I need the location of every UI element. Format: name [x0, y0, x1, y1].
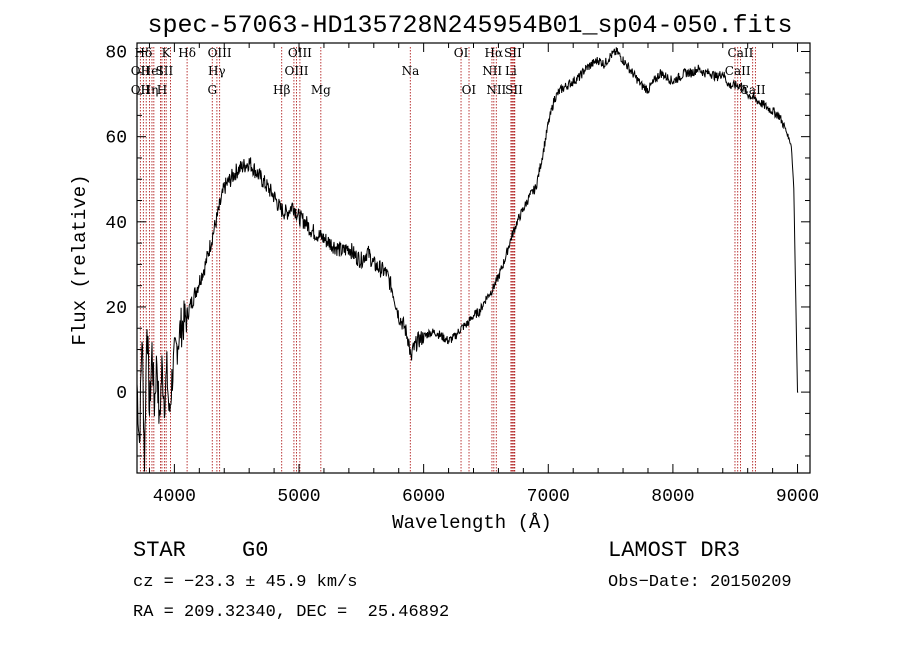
line-marker-label: H	[157, 83, 167, 97]
line-marker-label: Hα	[485, 46, 504, 60]
y-axis-label: Flux (relative)	[69, 174, 91, 345]
line-marker-label: SII	[156, 64, 174, 78]
line-marker-label: OIII	[284, 64, 308, 78]
y-tick-label: 80	[105, 44, 127, 64]
line-marker-label: K	[162, 46, 172, 60]
line-marker-label: Mg	[311, 83, 331, 97]
x-tick-label: 9000	[776, 487, 819, 507]
line-marker-label: OII	[131, 64, 151, 78]
x-tick-label: 6000	[402, 487, 445, 507]
line-marker-label: OIII	[288, 46, 312, 60]
line-marker-label: OI	[454, 46, 469, 60]
line-marker-label: OI	[462, 83, 477, 97]
emission-line-markers	[139, 47, 756, 473]
x-axis-label: Wavelength (Å)	[392, 512, 552, 534]
y-tick-label: 60	[105, 129, 127, 149]
line-marker-label: SII	[505, 83, 523, 97]
x-tick-label: 8000	[651, 487, 694, 507]
line-marker-label: Hγ	[208, 64, 226, 78]
line-marker-label: CaII	[740, 83, 766, 97]
coords-label: RA = 209.32340, DEC = 25.46892	[133, 603, 450, 622]
line-marker-label: NII	[482, 64, 502, 78]
line-marker-label: OII	[131, 83, 151, 97]
line-marker-label: G	[207, 83, 217, 97]
line-marker-label: Hδ	[178, 46, 196, 60]
line-marker-label: OIII	[208, 46, 232, 60]
x-tick-label: 5000	[277, 487, 320, 507]
line-marker-label: Hβ	[273, 83, 290, 97]
line-marker-label: Hδ	[135, 46, 153, 60]
subclass-label: G0	[242, 538, 269, 563]
line-marker-label: Li	[505, 64, 517, 78]
line-marker-label: Na	[402, 64, 420, 78]
line-marker-label: HeI	[141, 64, 164, 78]
x-tick-label: 7000	[527, 487, 570, 507]
plot-frame	[136, 42, 811, 474]
y-tick-label: 20	[105, 299, 127, 319]
y-axis: 0 20 40 60 80	[105, 44, 810, 457]
chart-title: spec-57063-HD135728N245954B01_sp04-050.f…	[147, 11, 792, 40]
x-axis: 4000 5000 6000 7000 8000 9000	[148, 43, 819, 507]
line-marker-label: SII	[504, 46, 522, 60]
obs-date-label: Obs−Date: 20150209	[608, 573, 792, 592]
x-tick-label: 4000	[153, 487, 196, 507]
line-marker-label: CaII	[728, 46, 754, 60]
cz-label: cz = −23.3 ± 45.9 km/s	[133, 573, 358, 592]
line-marker-label: Hη	[141, 83, 159, 97]
spectrum-line	[136, 47, 799, 472]
class-label: STAR	[133, 538, 186, 563]
line-marker-label: CaII	[725, 64, 751, 78]
survey-label: LAMOST DR3	[608, 538, 741, 563]
y-tick-label: 40	[105, 214, 127, 234]
line-marker-label: NII	[486, 83, 506, 97]
y-tick-label: 0	[116, 384, 127, 404]
